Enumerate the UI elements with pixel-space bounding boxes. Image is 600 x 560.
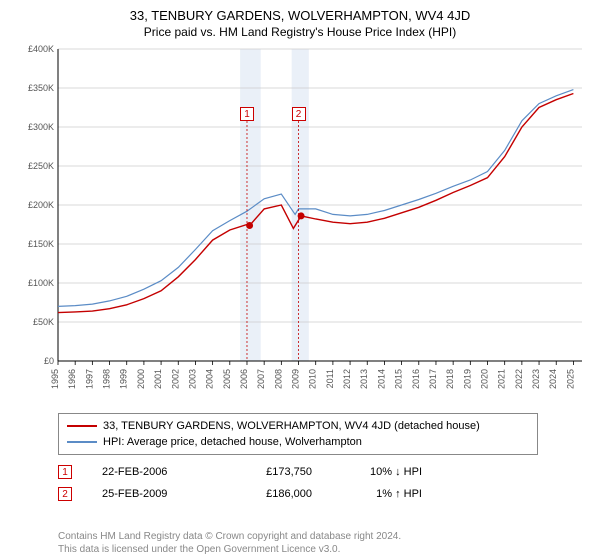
svg-text:2019: 2019 (462, 369, 472, 389)
event-price: £186,000 (232, 488, 312, 500)
chart-subtitle: Price paid vs. HM Land Registry's House … (8, 25, 592, 39)
event-table: 1 22-FEB-2006 £173,750 10% ↓ HPI 2 25-FE… (58, 461, 592, 505)
footer-line: Contains HM Land Registry data © Crown c… (58, 530, 401, 543)
chart-title: 33, TENBURY GARDENS, WOLVERHAMPTON, WV4 … (8, 8, 592, 23)
legend-row: HPI: Average price, detached house, Wolv… (67, 434, 529, 450)
legend-swatch (67, 425, 97, 427)
svg-text:2024: 2024 (548, 369, 558, 389)
svg-text:£150K: £150K (28, 239, 54, 249)
svg-text:2006: 2006 (239, 369, 249, 389)
svg-text:£350K: £350K (28, 83, 54, 93)
event-marker-icon: 2 (58, 487, 72, 501)
svg-text:2007: 2007 (256, 369, 266, 389)
svg-text:£200K: £200K (28, 200, 54, 210)
svg-text:2008: 2008 (273, 369, 283, 389)
svg-text:2023: 2023 (531, 369, 541, 389)
svg-text:1995: 1995 (50, 369, 60, 389)
line-chart: £0 £50K £100K £150K £200K £250K £300K £350K £400… (8, 43, 592, 403)
svg-text:2009: 2009 (291, 369, 301, 389)
svg-text:2018: 2018 (445, 369, 455, 389)
chart-marker-icon: 1 (240, 107, 254, 121)
svg-text:2014: 2014 (376, 369, 386, 389)
legend-label: HPI: Average price, detached house, Wolv… (103, 436, 362, 448)
svg-text:2005: 2005 (222, 369, 232, 389)
event-price: £173,750 (232, 466, 312, 478)
svg-text:2010: 2010 (308, 369, 318, 389)
svg-text:£0: £0 (44, 356, 54, 366)
svg-text:2017: 2017 (428, 369, 438, 389)
svg-text:£250K: £250K (28, 161, 54, 171)
svg-text:2022: 2022 (514, 369, 524, 389)
svg-text:1996: 1996 (67, 369, 77, 389)
svg-text:2012: 2012 (342, 369, 352, 389)
license-footer: Contains HM Land Registry data © Crown c… (58, 530, 401, 556)
svg-text:2013: 2013 (359, 369, 369, 389)
svg-text:2011: 2011 (325, 369, 335, 388)
event-row: 1 22-FEB-2006 £173,750 10% ↓ HPI (58, 461, 592, 483)
svg-text:2025: 2025 (565, 369, 575, 389)
svg-text:£100K: £100K (28, 278, 54, 288)
event-date: 22-FEB-2006 (102, 466, 202, 478)
svg-text:1999: 1999 (119, 369, 129, 389)
svg-text:2002: 2002 (170, 369, 180, 389)
svg-text:2003: 2003 (187, 369, 197, 389)
legend: 33, TENBURY GARDENS, WOLVERHAMPTON, WV4 … (58, 413, 538, 455)
svg-text:2016: 2016 (411, 369, 421, 389)
svg-text:2001: 2001 (153, 369, 163, 389)
svg-text:£400K: £400K (28, 44, 54, 54)
chart-area: £0 £50K £100K £150K £200K £250K £300K £350K £400… (8, 43, 592, 403)
event-marker-icon: 1 (58, 465, 72, 479)
legend-label: 33, TENBURY GARDENS, WOLVERHAMPTON, WV4 … (103, 420, 480, 432)
event-delta: 1% ↑ HPI (342, 488, 422, 500)
event-row: 2 25-FEB-2009 £186,000 1% ↑ HPI (58, 483, 592, 505)
svg-text:1998: 1998 (102, 369, 112, 389)
svg-text:2000: 2000 (136, 369, 146, 389)
svg-text:1997: 1997 (84, 369, 94, 389)
event-delta: 10% ↓ HPI (342, 466, 422, 478)
svg-text:£50K: £50K (33, 317, 54, 327)
chart-marker-icon: 2 (292, 107, 306, 121)
event-date: 25-FEB-2009 (102, 488, 202, 500)
footer-line: This data is licensed under the Open Gov… (58, 543, 401, 556)
svg-text:2020: 2020 (480, 369, 490, 389)
svg-text:£300K: £300K (28, 122, 54, 132)
svg-text:2021: 2021 (497, 369, 507, 389)
legend-swatch (67, 441, 97, 443)
svg-text:2015: 2015 (394, 369, 404, 389)
legend-row: 33, TENBURY GARDENS, WOLVERHAMPTON, WV4 … (67, 418, 529, 434)
svg-text:2004: 2004 (205, 369, 215, 389)
